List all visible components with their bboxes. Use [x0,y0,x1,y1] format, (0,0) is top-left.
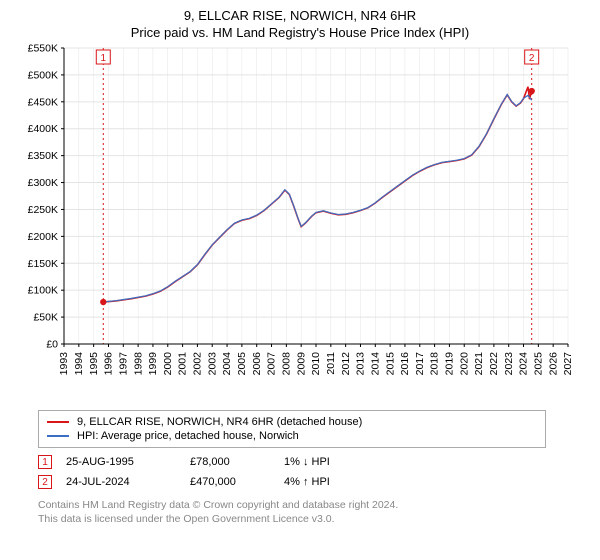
svg-text:2025: 2025 [533,352,545,376]
title-subtitle: Price paid vs. HM Land Registry's House … [10,25,590,40]
svg-text:2019: 2019 [444,352,456,376]
sale-price: £78,000 [190,456,270,468]
sale-date: 25-AUG-1995 [66,456,176,468]
sale-price: £470,000 [190,476,270,488]
chart-svg: £0 £50K £100K £150K £200K £250K £300K £350K £400… [20,44,580,404]
svg-text:2010: 2010 [310,352,322,376]
svg-text:£400K: £400K [28,123,58,135]
svg-text:2011: 2011 [325,352,337,375]
svg-text:2016: 2016 [399,352,411,376]
svg-text:1997: 1997 [117,352,129,376]
svg-text:£0: £0 [46,339,58,351]
svg-text:2008: 2008 [281,352,293,376]
svg-text:1999: 1999 [147,352,159,376]
svg-text:£150K: £150K [28,258,58,270]
sale-row: 2 24-JUL-2024 £470,000 4% ↑ HPI [38,472,546,492]
legend: 9, ELLCAR RISE, NORWICH, NR4 6HR (detach… [38,410,546,448]
svg-text:£550K: £550K [28,44,58,55]
title-address: 9, ELLCAR RISE, NORWICH, NR4 6HR [10,8,590,23]
svg-text:£100K: £100K [28,285,58,297]
svg-text:2005: 2005 [236,352,248,376]
legend-row: 9, ELLCAR RISE, NORWICH, NR4 6HR (detach… [47,415,537,429]
svg-text:2002: 2002 [192,352,204,376]
svg-text:2017: 2017 [414,352,426,376]
svg-text:£50K: £50K [33,312,58,324]
svg-text:2015: 2015 [384,352,396,376]
chart: £0 £50K £100K £150K £200K £250K £300K £350K £400… [20,44,580,404]
footer-line-2: This data is licensed under the Open Gov… [38,512,546,526]
svg-text:2021: 2021 [473,352,485,376]
svg-text:1998: 1998 [132,352,144,376]
sale-marker: 2 [38,475,52,489]
svg-text:£200K: £200K [28,231,58,243]
svg-text:2006: 2006 [251,352,263,376]
svg-text:1: 1 [101,53,107,64]
svg-text:2000: 2000 [162,352,174,376]
svg-text:2027: 2027 [562,352,574,376]
legend-row: HPI: Average price, detached house, Norw… [47,429,537,443]
sale-row: 1 25-AUG-1995 £78,000 1% ↓ HPI [38,452,546,472]
svg-text:£350K: £350K [28,150,58,162]
footer: Contains HM Land Registry data © Crown c… [38,498,546,526]
svg-text:£250K: £250K [28,204,58,216]
svg-text:2013: 2013 [355,352,367,376]
sale-marker: 1 [38,455,52,469]
svg-text:2022: 2022 [488,352,500,376]
svg-text:1996: 1996 [103,352,115,376]
svg-text:2004: 2004 [221,352,233,376]
sale-delta: 1% ↓ HPI [284,456,364,468]
footer-line-1: Contains HM Land Registry data © Crown c… [38,498,546,512]
svg-text:2001: 2001 [177,352,189,376]
svg-text:£500K: £500K [28,69,58,81]
svg-text:1994: 1994 [73,352,85,376]
svg-text:2026: 2026 [547,352,559,376]
legend-label: HPI: Average price, detached house, Norw… [77,430,299,442]
svg-text:1993: 1993 [58,352,70,376]
title-area: 9, ELLCAR RISE, NORWICH, NR4 6HR Price p… [0,0,600,44]
svg-text:2003: 2003 [206,352,218,376]
sale-date: 24-JUL-2024 [66,476,176,488]
sale-rows: 1 25-AUG-1995 £78,000 1% ↓ HPI 2 24-JUL-2024 £… [38,452,546,492]
svg-text:2007: 2007 [266,352,278,376]
svg-text:2023: 2023 [503,352,515,376]
svg-text:£450K: £450K [28,96,58,108]
legend-swatch [47,435,69,437]
svg-text:2014: 2014 [369,352,381,376]
legend-label: 9, ELLCAR RISE, NORWICH, NR4 6HR (detach… [77,416,362,428]
chart-container: 9, ELLCAR RISE, NORWICH, NR4 6HR Price p… [0,0,600,526]
sale-delta: 4% ↑ HPI [284,476,364,488]
svg-text:£300K: £300K [28,177,58,189]
svg-text:2024: 2024 [518,352,530,376]
svg-text:2018: 2018 [429,352,441,376]
svg-text:2: 2 [529,53,535,64]
svg-text:2020: 2020 [458,352,470,376]
svg-text:2009: 2009 [295,352,307,376]
svg-text:2012: 2012 [340,352,352,376]
legend-swatch [47,421,69,423]
svg-text:1995: 1995 [88,352,100,376]
